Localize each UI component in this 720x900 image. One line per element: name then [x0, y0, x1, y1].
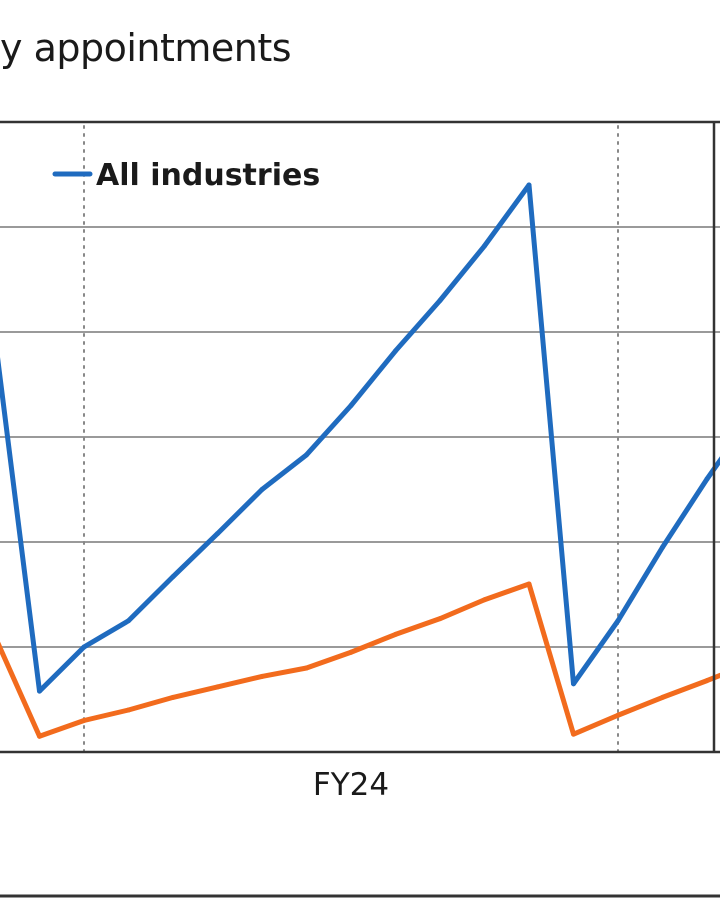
series-segment: [571, 618, 621, 687]
series-segment: [170, 531, 220, 580]
series-segment: [393, 616, 443, 637]
series-segment: [348, 348, 398, 408]
series-segment: [81, 707, 131, 723]
series-segment: [526, 581, 576, 737]
series-segment: [81, 618, 131, 650]
series-lines: [0, 182, 720, 739]
series-segment: [0, 641, 42, 739]
series-segment: [215, 487, 265, 537]
series-segment: [393, 298, 443, 354]
series-segment: [259, 665, 309, 679]
chart-title: y appointments: [0, 26, 292, 70]
series-segment: [437, 243, 487, 303]
series-segment: [482, 182, 532, 249]
series-segment: [37, 644, 87, 694]
series-segment: [571, 712, 621, 737]
series-segment: [170, 684, 220, 700]
series-segment: [259, 452, 309, 492]
series-segment: [215, 673, 265, 690]
series-segment: [37, 718, 87, 739]
series-segment: [437, 597, 487, 622]
x-tick-label: FY24: [313, 767, 389, 803]
series-2: [0, 581, 720, 739]
series-1: [0, 182, 720, 694]
series-segment: [304, 403, 354, 458]
series-segment: [615, 694, 665, 718]
series-segment: [660, 476, 710, 550]
gridlines: [0, 226, 720, 648]
series-segment: [660, 678, 710, 700]
series-segment: [304, 649, 354, 671]
x-tick-labels: FY24: [313, 767, 389, 803]
series-segment: [526, 182, 576, 687]
series-segment: [126, 574, 176, 624]
series-segment: [482, 581, 532, 603]
series-segment: [348, 631, 398, 655]
plot-frame: [0, 120, 720, 898]
series-segment: [0, 356, 42, 694]
legend-label: All industries: [96, 158, 320, 193]
legend: All industries: [52, 158, 320, 193]
series-segment: [615, 544, 665, 624]
series-segment: [126, 694, 176, 713]
period-dividers: [83, 125, 619, 759]
